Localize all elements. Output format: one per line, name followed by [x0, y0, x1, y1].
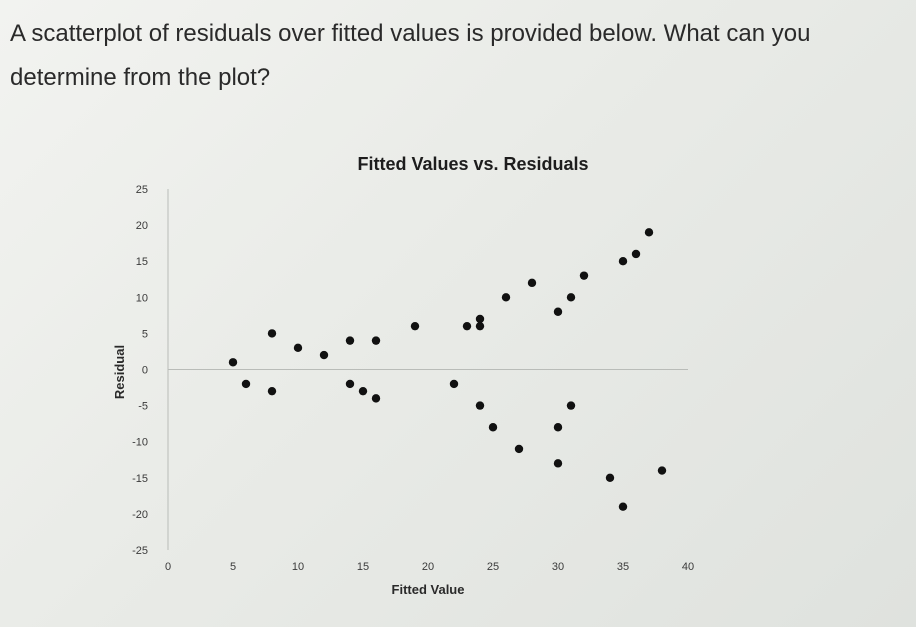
x-axis-label: Fitted Value	[392, 582, 465, 597]
x-tick-label: 20	[422, 561, 434, 573]
data-point	[566, 401, 576, 410]
data-point	[553, 459, 563, 468]
y-tick-labels: 25 20 15 10 5 0 -5 -10 -15 -20 -25	[132, 184, 148, 557]
y-tick-label: -20	[132, 509, 148, 521]
data-point	[228, 358, 238, 367]
y-tick-label: 15	[136, 256, 148, 268]
x-tick-label: 35	[617, 561, 629, 573]
data-point	[371, 394, 381, 403]
data-point	[345, 379, 355, 389]
data-point	[605, 473, 615, 482]
data-point	[462, 321, 472, 331]
question-line-1: A scatterplot of residuals over fitted v…	[10, 20, 811, 47]
data-point	[449, 379, 459, 389]
data-point	[553, 307, 563, 316]
y-tick-label: 25	[136, 184, 148, 196]
question-line-2: determine from the plot?	[10, 64, 271, 91]
y-tick-label: -25	[132, 545, 148, 557]
data-point	[267, 329, 277, 338]
data-point	[618, 257, 628, 266]
x-tick-label: 10	[292, 561, 304, 573]
data-point	[475, 314, 485, 324]
data-point	[579, 271, 589, 280]
data-point	[553, 423, 563, 432]
data-point	[358, 386, 368, 396]
data-point	[501, 293, 511, 302]
x-tick-label: 15	[357, 561, 369, 573]
data-point	[631, 249, 641, 259]
x-tick-label: 5	[230, 561, 236, 573]
data-point	[319, 350, 329, 360]
data-point	[293, 343, 303, 353]
y-tick-label: 20	[136, 220, 148, 232]
x-tick-label: 30	[552, 561, 564, 573]
y-tick-label: -15	[132, 473, 148, 485]
data-point	[514, 444, 524, 454]
data-point	[657, 466, 667, 475]
data-point	[410, 321, 420, 331]
data-point	[241, 379, 251, 389]
data-points	[228, 228, 667, 511]
x-tick-labels: 0 5 10 15 20 25 30 35 40	[165, 561, 694, 573]
x-tick-label: 25	[487, 561, 499, 573]
y-tick-label: 10	[136, 292, 148, 304]
y-tick-label: -10	[132, 437, 148, 449]
data-point	[267, 386, 277, 396]
y-tick-label: 5	[142, 328, 148, 340]
y-axis-label: Residual	[112, 345, 127, 399]
data-point	[644, 228, 654, 237]
data-point	[475, 401, 485, 410]
data-point	[566, 293, 576, 302]
x-tick-label: 0	[165, 561, 171, 573]
y-tick-label: 0	[142, 365, 148, 377]
y-tick-label: -5	[138, 401, 148, 413]
data-point	[618, 502, 628, 511]
data-point	[527, 278, 537, 288]
x-tick-label: 40	[682, 561, 694, 573]
data-point	[488, 423, 498, 432]
data-point	[345, 336, 355, 345]
data-point	[475, 321, 485, 331]
chart-title: Fitted Values vs. Residuals	[357, 154, 588, 174]
data-point	[371, 336, 381, 345]
question-text: A scatterplot of residuals over fitted v…	[10, 12, 910, 100]
chart-axes	[167, 189, 688, 550]
